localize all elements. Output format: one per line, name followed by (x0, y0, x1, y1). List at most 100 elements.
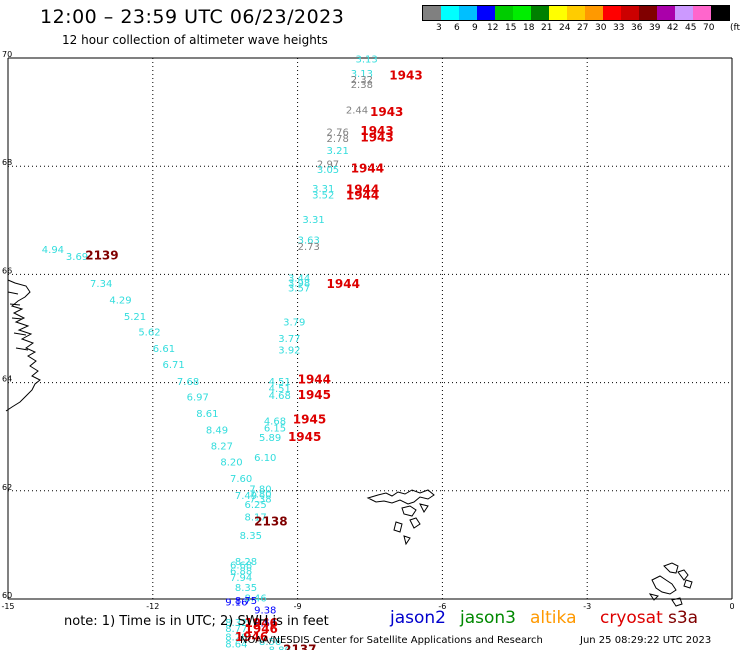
swh-value-label: 6.10 (254, 453, 276, 464)
swh-value-label: 6.97 (187, 392, 209, 403)
swh-value-label: 8.35 (240, 531, 262, 542)
swh-value-label: 8.20 (220, 457, 242, 468)
legend-swatch (675, 6, 693, 20)
swh-value-label: 4.68 (269, 391, 291, 402)
pass-time-label: 1946 (245, 616, 278, 630)
legend-swatch (567, 6, 585, 20)
swh-value-label: 3.79 (283, 317, 305, 328)
legend-label: 3 (436, 23, 442, 33)
lon-tick-label: -9 (294, 602, 302, 611)
legend-swatch (531, 6, 549, 20)
swh-value-label: 9.38 (254, 606, 276, 617)
swh-value-label: 5.21 (124, 312, 146, 323)
swh-value-label: 8.56 (259, 637, 281, 648)
swh-value-label: 8.64 (225, 640, 247, 650)
pass-time-label: 1945 (288, 430, 321, 444)
map-grid (7, 57, 733, 600)
swh-value-label: 7.94 (230, 573, 252, 584)
lat-tick-label: 64 (2, 375, 12, 384)
swh-value-label: 3.92 (278, 345, 300, 356)
credit-text: NOAA/NESDIS Center for Satellite Applica… (240, 635, 543, 646)
swh-value-label: 6.88 (230, 567, 252, 578)
lat-tick-label: 68 (2, 158, 12, 167)
swh-value-label: 2.97 (317, 159, 339, 170)
shetland-islands (648, 562, 693, 607)
satellite-label-cryosat: cryosat (600, 608, 663, 628)
swh-value-label: 8.28 (235, 557, 257, 568)
satellite-label-altika: altika (530, 608, 577, 628)
legend-swatch (459, 6, 477, 20)
swh-value-label: 8.46 (245, 594, 267, 605)
legend-swatch (657, 6, 675, 20)
swh-value-label: 8.28 (225, 633, 247, 644)
lat-tick-label: 70 (2, 50, 12, 59)
legend-label: 9 (472, 23, 478, 33)
lon-tick-label: -12 (146, 602, 159, 611)
iceland-coastline (5, 279, 41, 412)
swh-value-label: 8.61 (196, 409, 218, 420)
swh-value-label: 8.49 (206, 425, 228, 436)
lon-tick-label: -3 (583, 602, 591, 611)
swh-value-label: 7.49 (235, 491, 257, 502)
swh-value-label: 4.68 (264, 416, 286, 427)
axis-labels: 70 68 66 64 62 60 -15 -12 -9 -6 -3 0 (1, 50, 734, 611)
legend-swatch (423, 6, 441, 20)
swh-value-label: 8.75 (235, 596, 257, 607)
legend-swatch (639, 6, 657, 20)
wave-height-labels: 3.133.132.322.382.442.762.783.212.973.05… (42, 54, 378, 650)
pass-time-label: 1944 (327, 277, 360, 291)
swh-value-label: 8.17 (245, 513, 267, 524)
legend-swatch (621, 6, 639, 20)
lat-tick-label: 60 (2, 591, 12, 600)
legend-swatch (585, 6, 603, 20)
swh-value-label: 4.51 (269, 377, 291, 388)
swh-value-label: 3.13 (351, 69, 373, 80)
swh-value-label: 3.05 (317, 165, 339, 176)
swh-value-label: 6.68 (230, 561, 252, 572)
legend-swatch (603, 6, 621, 20)
swh-value-label: 7.34 (90, 279, 112, 290)
pass-time-label: 1944 (346, 189, 379, 203)
iceland-fjords (7, 291, 29, 351)
pass-time-label: 1943 (360, 130, 393, 144)
legend-label: 18 (523, 23, 535, 33)
swh-value-label: 2.38 (351, 80, 373, 91)
swh-value-label: 3.52 (312, 191, 334, 202)
pass-time-label: 1945 (293, 413, 326, 427)
lat-tick-label: 66 (2, 266, 12, 275)
swh-value-label: 8.80 (269, 646, 291, 650)
swh-value-label: 7.68 (177, 377, 199, 388)
units-note: note: 1) Time is in UTC; 2) SWH is in fe… (64, 614, 329, 629)
pass-time-label: 1943 (360, 124, 393, 138)
legend-label: 15 (505, 23, 517, 33)
legend-label: 12 (487, 23, 499, 33)
swh-value-label: 3.57 (288, 284, 310, 295)
legend-swatch (513, 6, 531, 20)
legend-label: 27 (577, 23, 589, 33)
swh-value-label: 4.51 (269, 384, 291, 395)
swh-value-label: 6.61 (153, 344, 175, 355)
pass-time-label: 1946 (235, 630, 268, 644)
faroe-islands (366, 489, 435, 546)
legend-label: 36 (631, 23, 643, 33)
pass-time-label: 1943 (370, 105, 403, 119)
swh-value-label: 3.44 (288, 273, 310, 284)
legend-label: 30 (595, 23, 607, 33)
swh-value-label: 3.31 (312, 184, 334, 195)
swh-value-label: 5.89 (259, 433, 281, 444)
swh-value-label: 6.25 (245, 500, 267, 511)
legend-swatch (711, 6, 729, 20)
legend-label: 24 (559, 23, 571, 33)
pass-time-label: 2137 (283, 643, 316, 650)
generated-time: Jun 25 08:29:22 UTC 2023 (580, 635, 712, 646)
pass-time-label: 1944 (346, 182, 379, 196)
swh-value-label: 2.76 (327, 127, 349, 138)
pass-time-label: 2138 (254, 514, 287, 528)
swh-value-label: 8.32 (225, 618, 247, 629)
lon-tick-label: 0 (729, 602, 734, 611)
swh-value-label: 6.15 (264, 423, 286, 434)
legend-swatch (477, 6, 495, 20)
legend-label: 33 (613, 23, 625, 33)
